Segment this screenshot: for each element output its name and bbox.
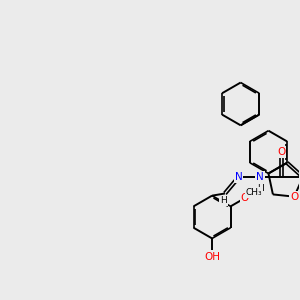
Text: N: N	[235, 172, 243, 182]
Text: H: H	[257, 184, 264, 194]
Text: O: O	[278, 147, 286, 157]
Text: N: N	[256, 172, 264, 182]
Text: CH₃: CH₃	[245, 188, 262, 197]
Text: OH: OH	[204, 252, 220, 262]
Text: O: O	[290, 192, 298, 202]
Text: H: H	[220, 196, 227, 206]
Text: O: O	[241, 193, 249, 202]
